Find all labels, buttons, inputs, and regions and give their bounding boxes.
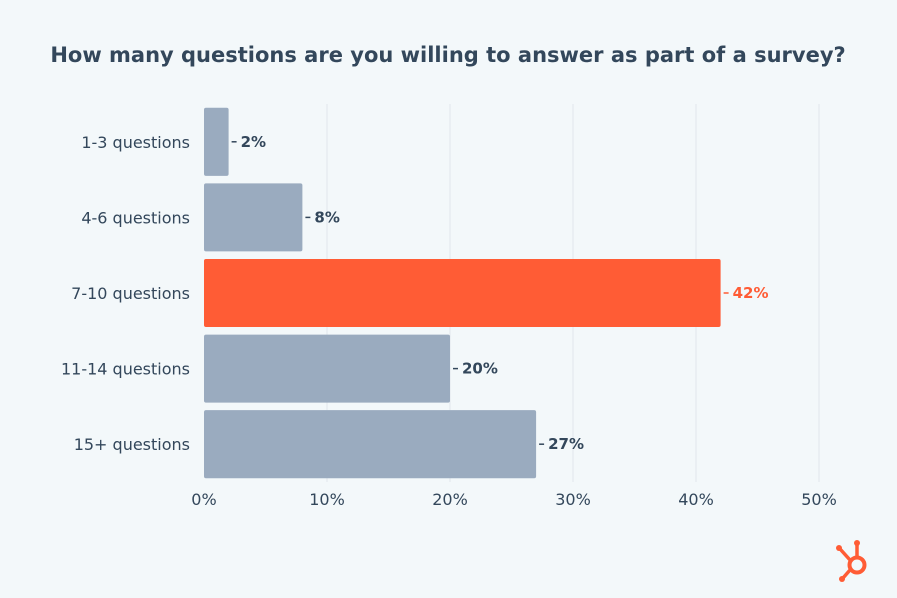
data-label: 2% <box>241 133 266 151</box>
category-label: 4-6 questions <box>81 208 190 227</box>
category-label: 1-3 questions <box>81 133 190 152</box>
bar <box>204 410 537 479</box>
data-label: 20% <box>462 360 498 378</box>
x-tick-label: 10% <box>309 490 345 509</box>
data-label: 27% <box>548 435 584 453</box>
x-tick-label: 0% <box>191 490 216 509</box>
chart-title: How many questions are you willing to an… <box>50 43 845 67</box>
bar <box>204 107 229 176</box>
bar <box>204 258 721 328</box>
x-tick-labels: 0% 10% 20% 30% 40% 50% <box>191 490 836 509</box>
hubspot-sprocket-icon <box>836 540 867 582</box>
x-tick-label: 50% <box>801 490 837 509</box>
data-label: 42% <box>733 284 769 302</box>
category-label: 15+ questions <box>74 435 190 454</box>
data-label: 8% <box>314 208 339 226</box>
bar <box>204 183 303 252</box>
x-tick-label: 40% <box>678 490 714 509</box>
bars <box>204 107 721 479</box>
data-labels: 2% 8% 42% 20% 27% <box>231 133 769 453</box>
bar <box>204 334 450 403</box>
category-labels: 1-3 questions 4-6 questions 7-10 questions… <box>61 133 190 454</box>
category-label: 11-14 questions <box>61 360 190 379</box>
category-label: 7-10 questions <box>71 284 190 303</box>
x-tick-label: 30% <box>555 490 591 509</box>
x-tick-label: 20% <box>432 490 468 509</box>
